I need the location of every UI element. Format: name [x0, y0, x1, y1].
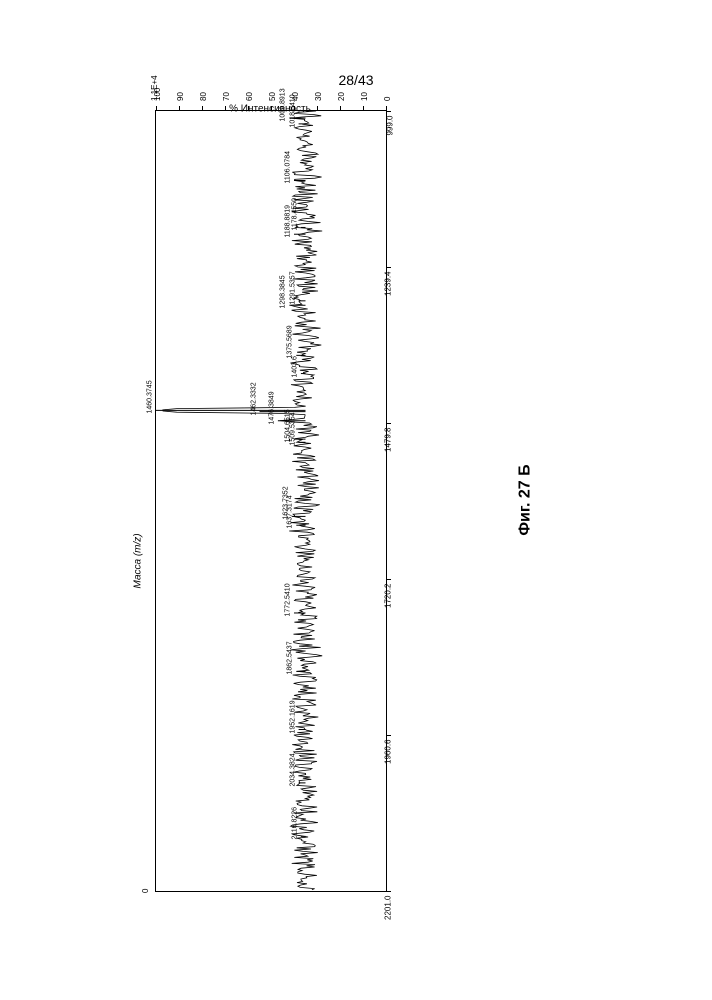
intensity-tick-label: 70	[222, 92, 231, 101]
x-axis-title: Масса (m/z)	[133, 414, 585, 589]
peak-label: 1106.0784	[285, 151, 292, 184]
intensity-tick-label: 30	[314, 92, 323, 101]
y-min-secondary: 0	[141, 635, 150, 893]
peak-label: 1509.5354	[289, 413, 296, 446]
intensity-tick	[363, 106, 364, 111]
y-max-secondary: 1.1E+4	[150, 0, 159, 101]
peak-label: 1178.4550	[291, 198, 298, 231]
intensity-tick	[248, 106, 249, 111]
peak-label: 1403.6	[291, 356, 298, 377]
mz-tick-label: 1960.6	[383, 740, 392, 764]
intensity-tick-label: 0	[383, 97, 392, 101]
peak-label: 1375.5689	[287, 326, 294, 359]
peak-label: 2034.3824	[289, 753, 296, 786]
intensity-tick	[225, 106, 226, 111]
peak-label: 1462.3332	[250, 382, 257, 415]
intensity-tick	[271, 106, 272, 111]
mz-tick	[386, 423, 391, 424]
peak-label: 1018.8410	[289, 94, 296, 127]
intensity-tick	[202, 106, 203, 111]
intensity-tick	[340, 106, 341, 111]
peak-label: 1298.3845	[280, 276, 287, 309]
peak-label: 1460.3745	[147, 381, 154, 414]
mz-tick-label: 1239.4	[383, 272, 392, 296]
mz-tick	[386, 111, 391, 112]
mz-tick	[386, 735, 391, 736]
mz-tick	[386, 891, 391, 892]
mz-tick	[386, 267, 391, 268]
peak-label: 1772.5410	[285, 583, 292, 616]
mz-tick-label: 2201.0	[383, 896, 392, 920]
intensity-tick-label: 100	[153, 88, 162, 101]
page-number: 28/43	[338, 72, 373, 88]
intensity-tick	[156, 106, 157, 111]
intensity-tick-label: 60	[245, 92, 254, 101]
peak-label: 2116.8226	[291, 807, 298, 840]
mz-tick-label: 999.0	[385, 116, 394, 136]
plot-area: Масса (m/z) 1.1E+4 0 0102030405060708090…	[155, 110, 387, 892]
peak-label: 1862.5437	[287, 642, 294, 675]
peak-label: 1637.3174	[287, 496, 294, 529]
mz-tick-label: 1479.8	[383, 428, 392, 452]
peak-label: 1009.8913	[280, 88, 287, 121]
peak-label: 1476.3849	[268, 391, 275, 424]
intensity-tick	[317, 106, 318, 111]
mass-spectrum-chart: % Интенсивность Масса (m/z) 1.1E+4 0 010…	[130, 110, 410, 890]
intensity-tick-label: 20	[337, 92, 346, 101]
intensity-tick	[179, 106, 180, 111]
mz-tick	[386, 579, 391, 580]
peak-label: 1188.8819	[285, 205, 292, 238]
mz-tick-label: 1720.2	[383, 584, 392, 608]
intensity-tick-label: 80	[199, 92, 208, 101]
intensity-tick-label: 90	[176, 92, 185, 101]
peak-label: 1952.1619	[289, 700, 296, 733]
intensity-tick-label: 10	[360, 92, 369, 101]
peak-label: 1291.5357	[289, 271, 296, 304]
intensity-tick-label: 50	[268, 92, 277, 101]
